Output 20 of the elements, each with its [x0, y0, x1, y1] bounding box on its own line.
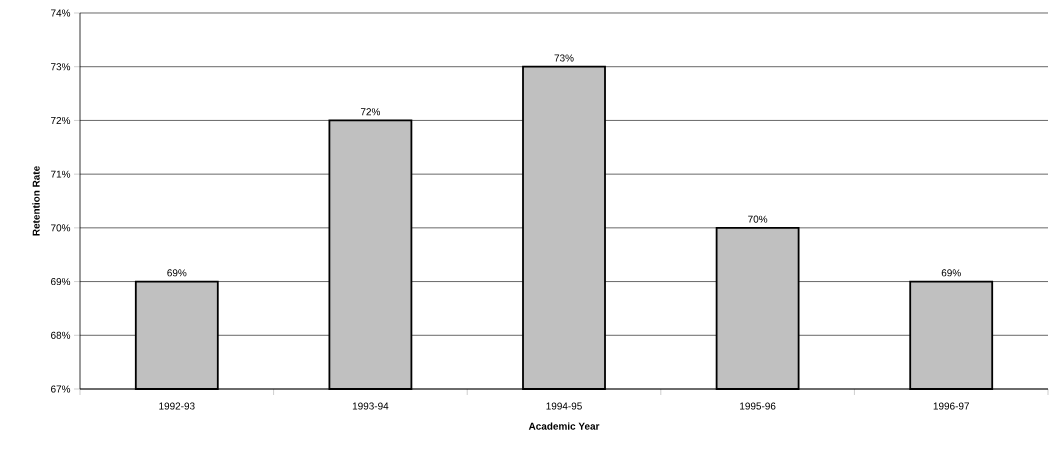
- data-label: 70%: [748, 215, 768, 223]
- x-tick-label: 1993-94: [352, 402, 389, 410]
- y-tick-label: 74%: [51, 9, 71, 17]
- x-tick-label: 1995-96: [740, 402, 776, 410]
- y-tick-label: 72%: [51, 116, 71, 124]
- x-tick-label: 1994-95: [546, 402, 582, 410]
- y-tick-label: 70%: [51, 224, 71, 232]
- data-label: 72%: [360, 108, 381, 116]
- x-axis-title: Academic Year: [528, 422, 600, 430]
- x-tick-label: 1992-93: [159, 402, 195, 410]
- data-label: 69%: [167, 269, 187, 277]
- y-tick-label: 67%: [51, 385, 71, 393]
- y-tick-label: 71%: [51, 170, 71, 178]
- y-tick-label: 68%: [51, 331, 71, 339]
- y-tick-label: 73%: [51, 63, 71, 71]
- y-tick-label: 69%: [51, 278, 71, 286]
- x-tick-label: 1996-97: [933, 402, 969, 410]
- y-axis-title: Retention Rate: [32, 166, 40, 236]
- data-label: 73%: [554, 54, 574, 62]
- data-label: 69%: [941, 269, 961, 277]
